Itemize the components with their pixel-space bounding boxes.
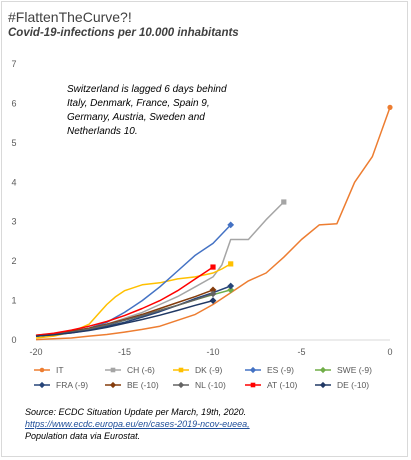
legend-swatch-marker — [250, 382, 256, 388]
y-tick-label: 7 — [11, 59, 16, 69]
y-tick-label: 4 — [11, 177, 16, 187]
series-line — [35, 107, 391, 341]
legend-label: DE (-10) — [337, 380, 369, 390]
legend-label: ES (-9) — [267, 365, 294, 375]
legend-label: AT (-10) — [267, 380, 298, 390]
series-end-marker — [228, 261, 234, 267]
legend-label: IT — [56, 365, 64, 375]
series-end-marker — [209, 297, 217, 304]
y-tick-label: 3 — [11, 217, 16, 227]
y-tick-label: 5 — [11, 138, 16, 148]
legend-label: CH (-6) — [127, 365, 155, 375]
legend-swatch-marker — [39, 367, 45, 373]
annotation-line: Switzerland is lagged 6 days behind — [67, 84, 227, 95]
series-end-marker — [227, 282, 235, 290]
annotation-line: Netherlands 10. — [67, 126, 138, 137]
source-line: Source: ECDC Situation Update per March,… — [25, 407, 247, 417]
legend-swatch-marker — [109, 381, 117, 389]
hashtag-title: #FlattenTheCurve?! — [8, 9, 132, 25]
legend-label: DK (-9) — [195, 365, 223, 375]
legend-label: BE (-10) — [127, 380, 159, 390]
series-line — [35, 201, 285, 337]
legend-swatch-marker — [319, 381, 327, 389]
annotation-line: Italy, Denmark, France, Spain 9, — [67, 98, 210, 109]
series-end-marker — [210, 264, 216, 270]
series-line — [35, 289, 214, 337]
x-tick-label: 0 — [387, 347, 392, 357]
annotation-line: Germany, Austria, Sweden and — [67, 112, 205, 123]
series-end-marker — [209, 286, 217, 294]
x-tick-label: -20 — [29, 347, 42, 357]
legend-swatch-marker — [38, 381, 46, 389]
legend-label: FRA (-9) — [56, 380, 88, 390]
series-end-marker — [209, 290, 217, 298]
y-tick-label: 1 — [11, 296, 16, 306]
y-tick-label: 2 — [11, 256, 16, 266]
legend-label: NL (-10) — [195, 380, 226, 390]
x-tick-label: -5 — [297, 347, 305, 357]
x-tick-label: -15 — [118, 347, 131, 357]
legend-swatch-marker — [110, 367, 116, 373]
chart-title: Covid-19-infections per 10.000 inhabitan… — [8, 27, 239, 39]
legend-swatch-marker — [319, 366, 327, 374]
series-line — [35, 299, 214, 337]
y-tick-label: 6 — [11, 98, 16, 108]
x-tick-label: -10 — [206, 347, 219, 357]
legend-label: SWE (-9) — [337, 365, 372, 375]
series-end-marker — [227, 221, 235, 229]
series-line — [35, 266, 214, 337]
series-end-marker — [281, 199, 287, 205]
source-note: Source: ECDC Situation Update per March,… — [25, 406, 250, 442]
legend-swatch-marker — [178, 367, 184, 373]
series-end-marker — [387, 104, 393, 110]
source-link[interactable]: https://www.ecdc.europa.eu/en/cases-2019… — [25, 419, 250, 429]
y-tick-label: 0 — [11, 335, 16, 345]
legend-swatch-marker — [177, 381, 185, 389]
series-end-marker — [227, 286, 235, 294]
population-note: Population data via Eurostat. — [25, 431, 141, 441]
legend-swatch-marker — [249, 366, 257, 374]
